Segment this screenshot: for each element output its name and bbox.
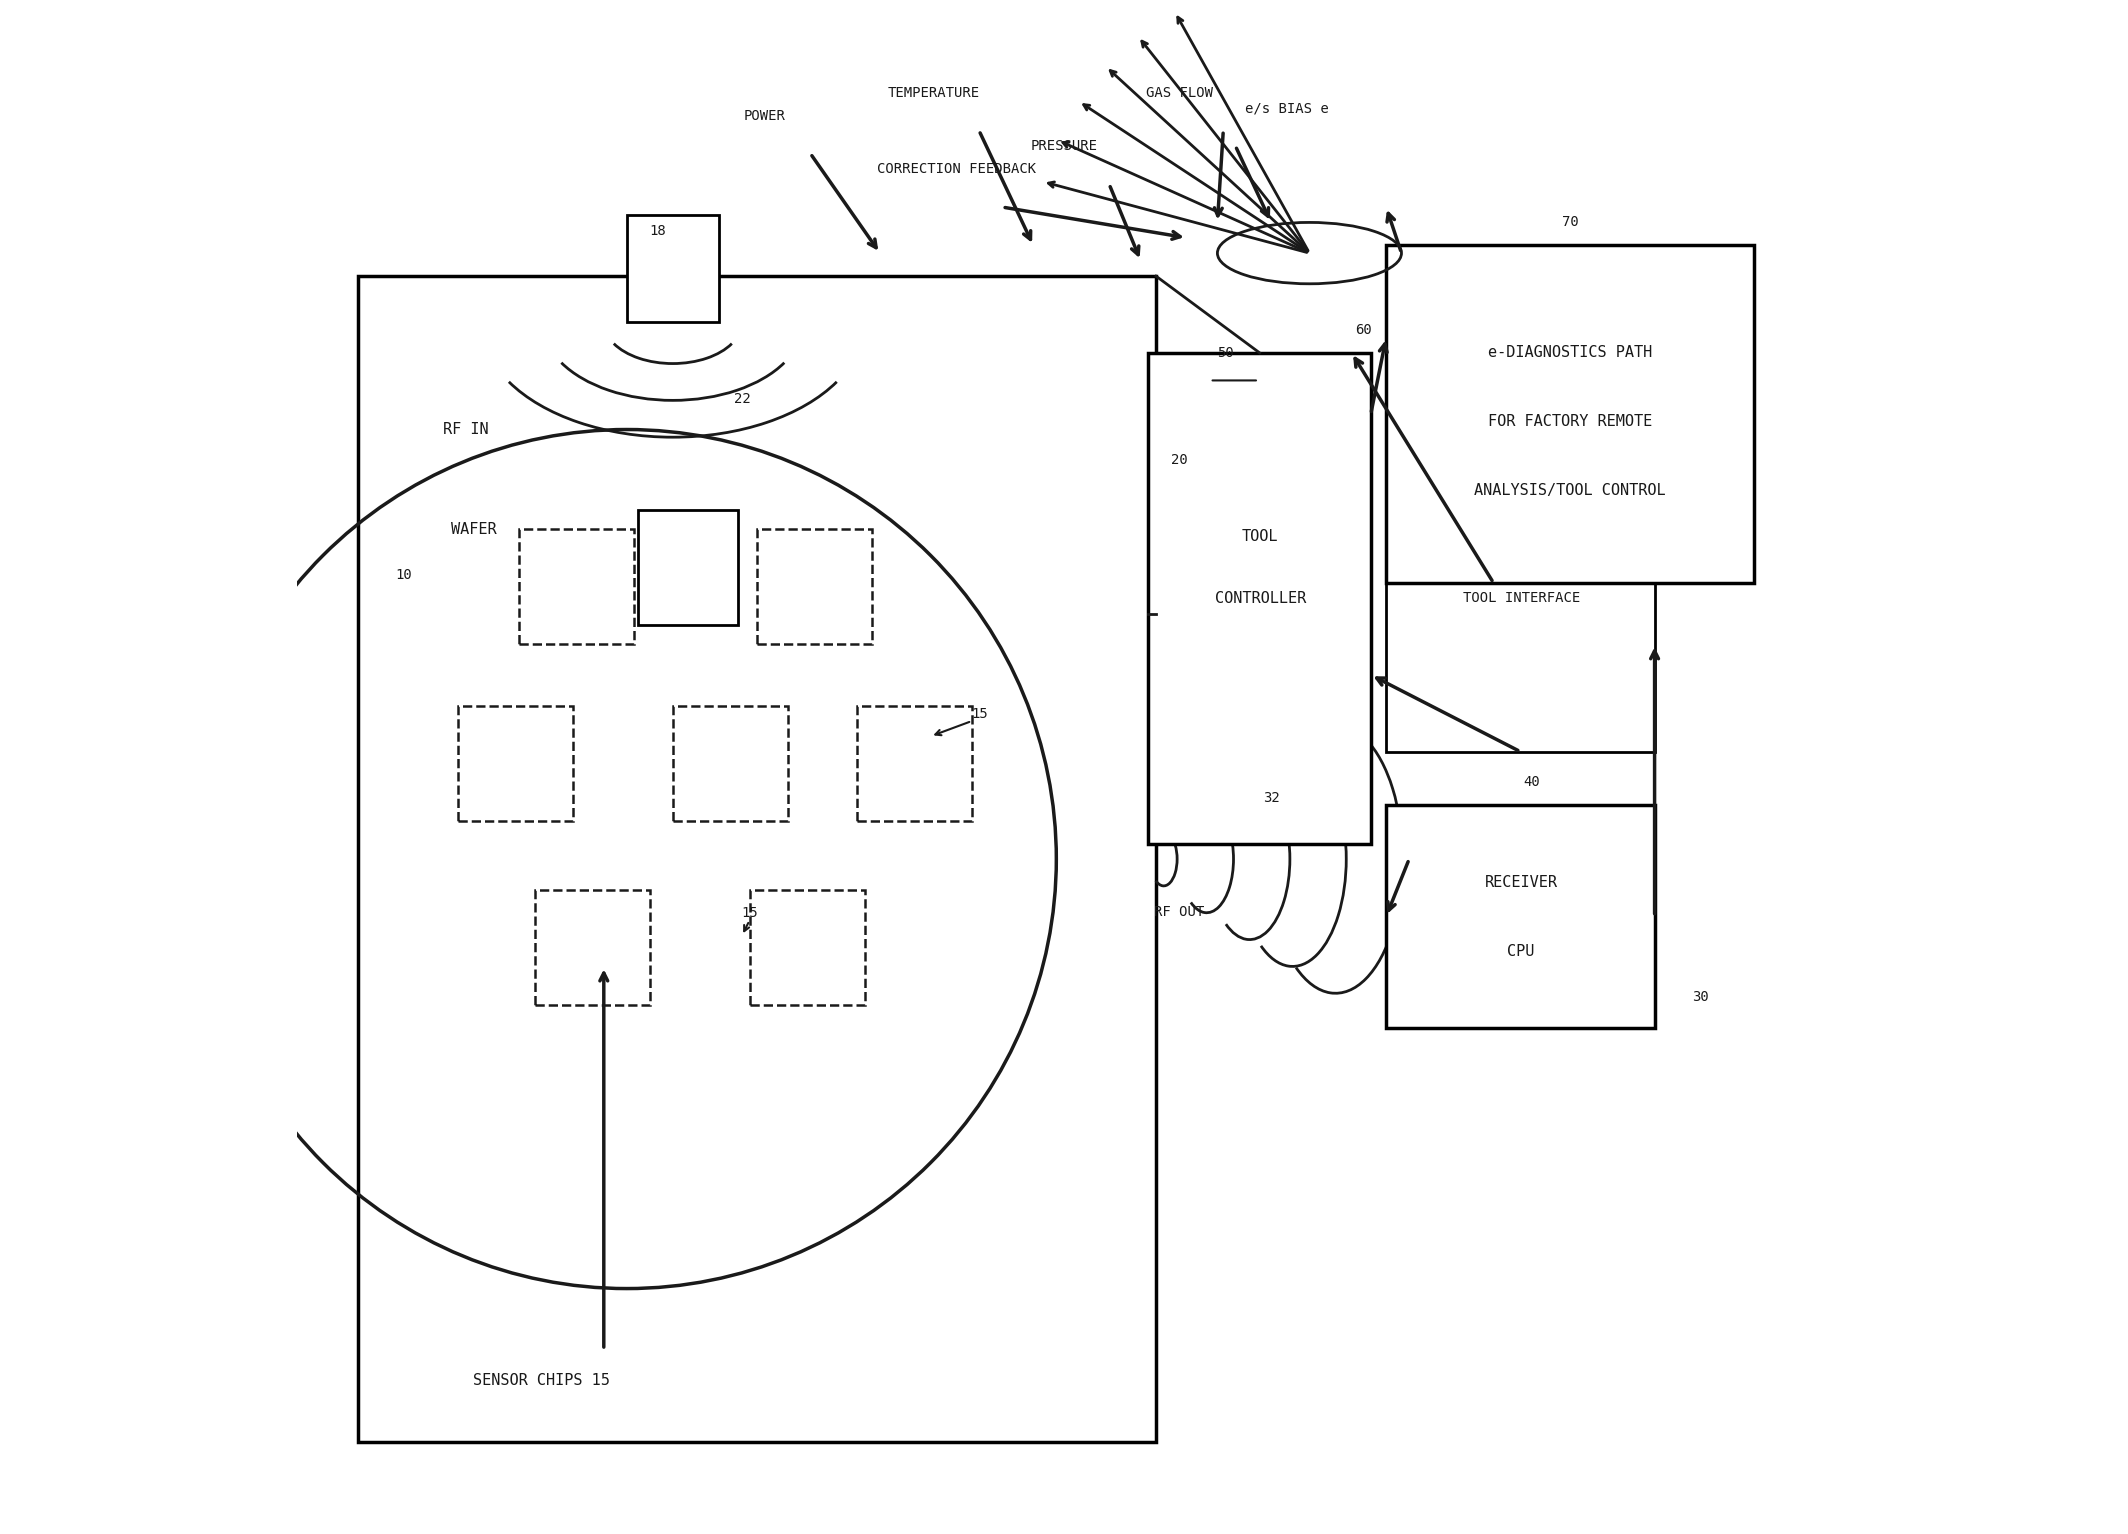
- FancyBboxPatch shape: [638, 509, 738, 626]
- Text: POWER: POWER: [745, 109, 785, 123]
- FancyBboxPatch shape: [749, 890, 864, 1005]
- Text: 15: 15: [741, 907, 758, 920]
- Text: ANALYSIS/TOOL CONTROL: ANALYSIS/TOOL CONTROL: [1475, 483, 1666, 499]
- Text: 70: 70: [1562, 215, 1579, 230]
- Text: FOR FACTORY REMOTE: FOR FACTORY REMOTE: [1487, 414, 1651, 430]
- Text: TEMPERATURE: TEMPERATURE: [887, 86, 979, 100]
- Text: 60: 60: [1356, 322, 1373, 337]
- Text: 15: 15: [970, 707, 987, 721]
- FancyBboxPatch shape: [534, 890, 649, 1005]
- Text: CORRECTION FEEDBACK: CORRECTION FEEDBACK: [877, 163, 1036, 176]
- Text: RF OUT: RF OUT: [1153, 905, 1204, 919]
- Text: 10: 10: [396, 568, 413, 583]
- Text: RF IN: RF IN: [443, 422, 489, 437]
- FancyBboxPatch shape: [1385, 537, 1656, 752]
- FancyBboxPatch shape: [519, 529, 634, 644]
- Text: 20: 20: [1170, 453, 1187, 468]
- Text: TOOL INTERFACE: TOOL INTERFACE: [1462, 591, 1579, 606]
- Text: SENSOR CHIPS 15: SENSOR CHIPS 15: [472, 1373, 611, 1388]
- Text: 30: 30: [1692, 989, 1709, 1005]
- FancyBboxPatch shape: [628, 215, 719, 322]
- Text: CONTROLLER: CONTROLLER: [1215, 591, 1307, 606]
- FancyBboxPatch shape: [1149, 353, 1370, 844]
- Text: WAFER: WAFER: [451, 522, 496, 537]
- Text: TOOL: TOOL: [1243, 529, 1279, 545]
- Text: RECEIVER: RECEIVER: [1485, 874, 1558, 890]
- Text: 50: 50: [1217, 345, 1234, 360]
- FancyBboxPatch shape: [758, 529, 872, 644]
- Text: 32: 32: [1262, 790, 1279, 805]
- FancyBboxPatch shape: [458, 706, 572, 821]
- Text: 40: 40: [1524, 775, 1541, 790]
- Text: 18: 18: [649, 224, 666, 238]
- Text: e/s BIAS e: e/s BIAS e: [1245, 101, 1328, 115]
- FancyBboxPatch shape: [1385, 245, 1753, 583]
- Text: 22: 22: [734, 391, 751, 407]
- FancyBboxPatch shape: [358, 276, 1156, 1442]
- Text: CPU: CPU: [1507, 943, 1534, 959]
- Text: e-DIAGNOSTICS PATH: e-DIAGNOSTICS PATH: [1487, 345, 1651, 360]
- Text: GAS FLOW: GAS FLOW: [1145, 86, 1213, 100]
- FancyBboxPatch shape: [672, 706, 787, 821]
- FancyBboxPatch shape: [858, 706, 972, 821]
- FancyBboxPatch shape: [1385, 805, 1656, 1028]
- Text: PRESSURE: PRESSURE: [1030, 140, 1098, 153]
